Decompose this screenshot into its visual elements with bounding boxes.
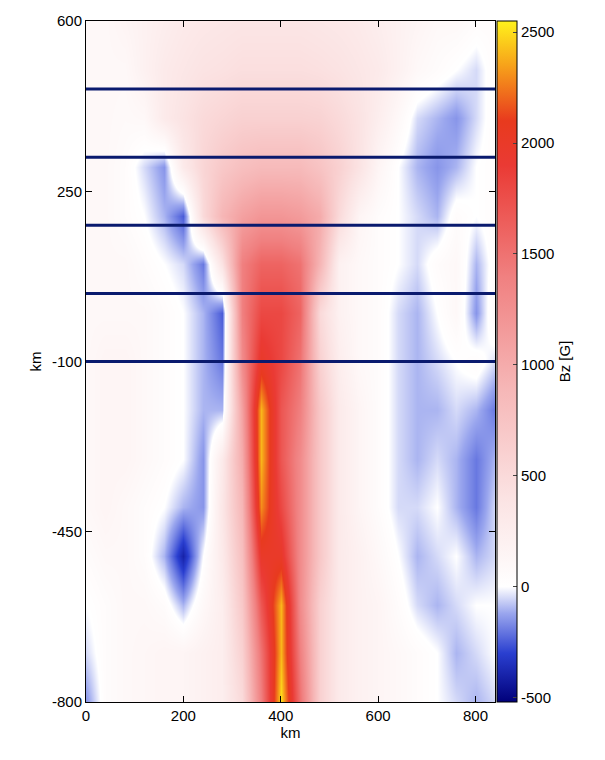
svg-text:km: km: [281, 724, 301, 741]
svg-text:-100: -100: [52, 353, 82, 370]
svg-text:600: 600: [57, 12, 82, 29]
svg-text:0: 0: [521, 578, 529, 595]
svg-text:-800: -800: [52, 693, 82, 710]
svg-text:600: 600: [366, 707, 391, 724]
svg-text:200: 200: [171, 707, 196, 724]
svg-text:-500: -500: [521, 689, 551, 706]
svg-text:km: km: [27, 352, 44, 372]
svg-text:0: 0: [82, 707, 90, 724]
svg-text:1500: 1500: [521, 245, 554, 262]
svg-text:500: 500: [521, 467, 546, 484]
svg-text:400: 400: [268, 707, 293, 724]
svg-text:250: 250: [57, 183, 82, 200]
svg-text:2500: 2500: [521, 23, 554, 40]
svg-text:-450: -450: [52, 523, 82, 540]
svg-text:Bz [G]: Bz [G]: [556, 341, 573, 383]
svg-text:2000: 2000: [521, 134, 554, 151]
svg-text:1000: 1000: [521, 356, 554, 373]
svg-text:800: 800: [463, 707, 488, 724]
